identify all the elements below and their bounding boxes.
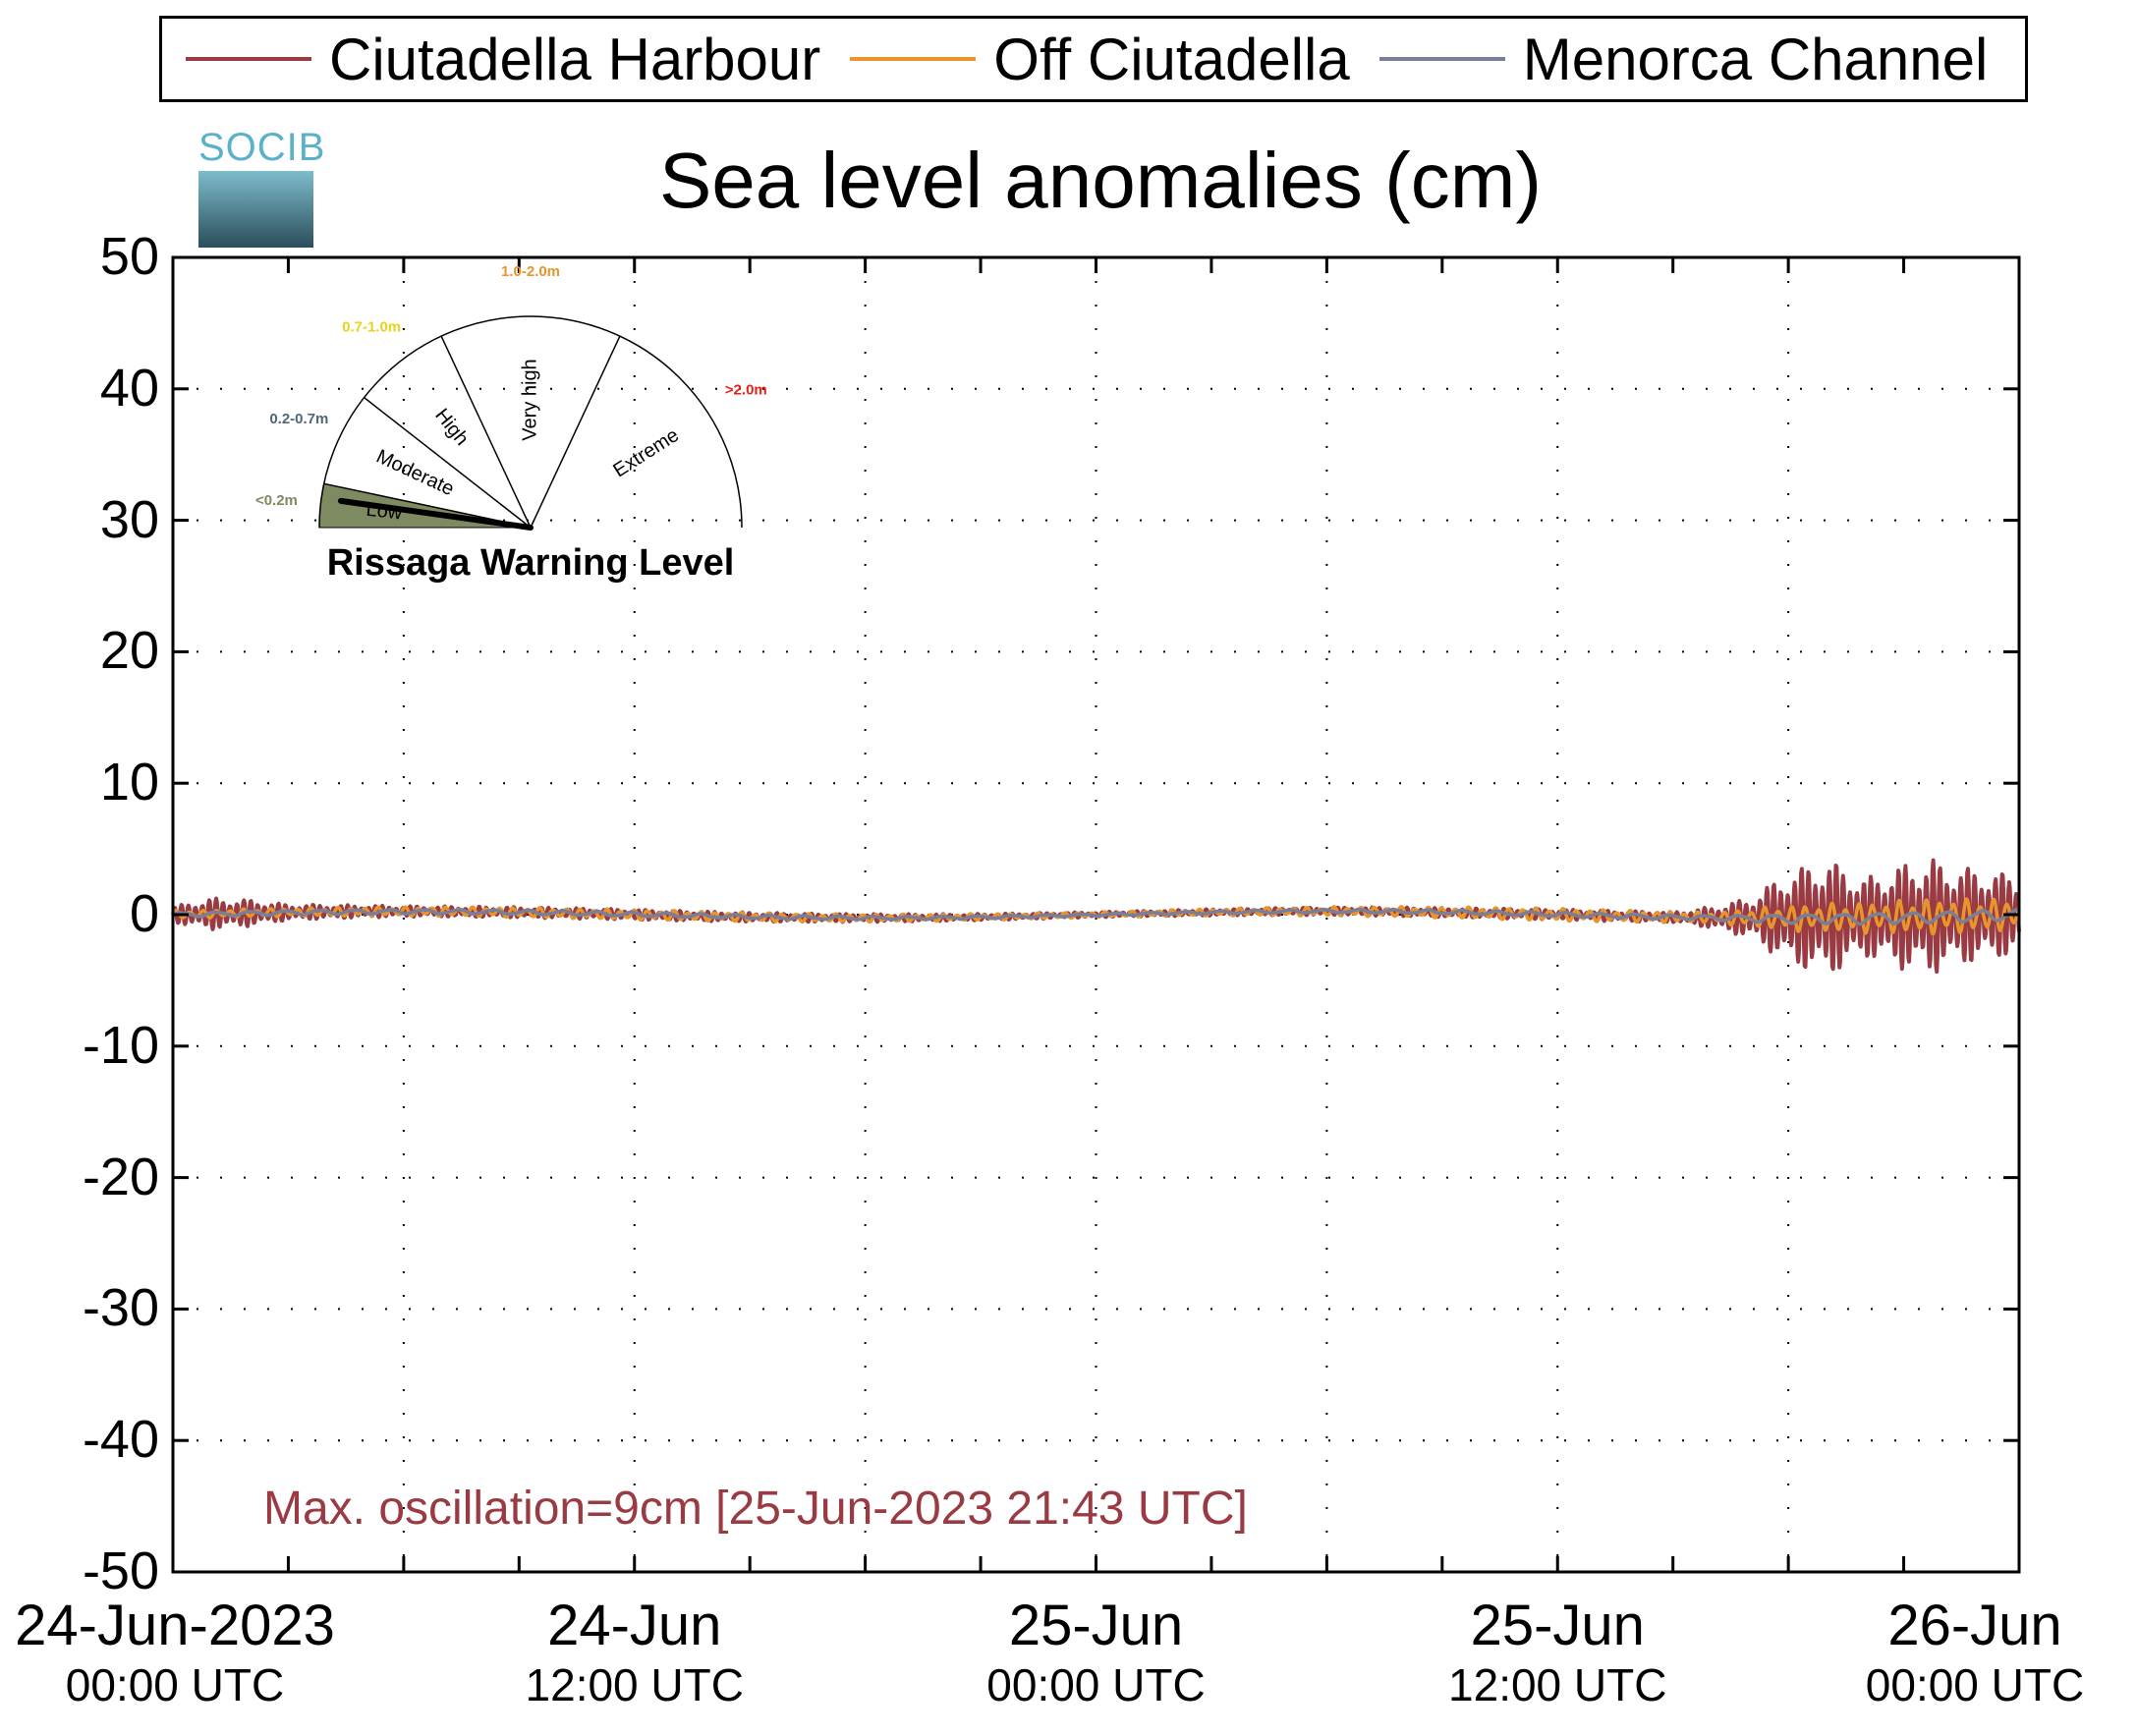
series-layer	[171, 858, 2021, 974]
x-tick-date: 24-Jun-2023	[15, 1594, 335, 1657]
y-tick-label: 10	[99, 753, 159, 812]
legend-entry-menorca-channel: Menorca Channel	[1378, 26, 1989, 93]
legend-swatch-ciutadella-harbour	[186, 57, 311, 61]
y-tick-label: -10	[82, 1015, 159, 1075]
x-tick-time: 12:00 UTC	[525, 1659, 744, 1710]
x-tick-time: 00:00 UTC	[65, 1659, 285, 1710]
x-tick-time: 00:00 UTC	[1865, 1659, 2085, 1710]
gauge-divider	[440, 335, 532, 529]
gauge-divider	[364, 397, 532, 529]
y-tick-label: -30	[82, 1278, 159, 1338]
tick-marks	[171, 255, 2021, 1574]
series-menorca-channel	[171, 907, 2021, 926]
legend-swatch-menorca-channel	[1378, 57, 1505, 61]
gauge-sector-label: Very high	[519, 359, 540, 440]
gauge-divider	[530, 335, 621, 529]
chart-title: Sea level anomalies (cm)	[658, 137, 1543, 224]
y-tick-label: 20	[99, 621, 159, 681]
gauge-sector-label: Extreme	[609, 424, 683, 482]
y-tick-label: 40	[99, 358, 159, 418]
gauge-title: Rissaga Warning Level	[327, 542, 735, 584]
x-tick-label: 24-Jun-2023 00:00 UTC	[0, 1596, 381, 1713]
legend-swatch-off-ciutadella	[850, 57, 977, 61]
logo-text: SOCIB	[198, 126, 326, 169]
socib-logo: SOCIB	[198, 126, 326, 248]
gauge-range-label: <0.2m	[255, 492, 298, 509]
x-tick-label: 25-Jun 00:00 UTC	[890, 1596, 1303, 1713]
legend-label-off-ciutadella: Off Ciutadella	[993, 26, 1350, 92]
gauge-sector-label: High	[430, 405, 473, 450]
gauge-range-label: 1.0-2.0m	[501, 263, 560, 280]
legend: Ciutadella Harbour Off Ciutadella Menorc…	[159, 16, 2028, 102]
x-tick-time: 00:00 UTC	[986, 1659, 1206, 1710]
gauge-range-label: 0.2-0.7m	[269, 411, 328, 427]
legend-label-ciutadella-harbour: Ciutadella Harbour	[329, 26, 821, 92]
x-tick-label: 26-Jun 00:00 UTC	[1769, 1596, 2137, 1713]
gauge-range-label: 0.7-1.0m	[342, 318, 401, 335]
x-tick-label: 24-Jun 12:00 UTC	[428, 1596, 841, 1713]
y-tick-label: 0	[129, 884, 159, 943]
x-tick-time: 12:00 UTC	[1448, 1659, 1667, 1710]
y-tick-label: 50	[99, 227, 159, 286]
gauge-range-label: >2.0m	[725, 381, 767, 398]
x-tick-date: 25-Jun	[1008, 1594, 1184, 1657]
y-tick-label: -40	[82, 1410, 159, 1470]
y-tick-label: -50	[82, 1541, 159, 1600]
y-tick-label: -20	[82, 1147, 159, 1206]
legend-entry-ciutadella-harbour: Ciutadella Harbour	[186, 26, 820, 93]
logo-wave-icon	[198, 167, 313, 248]
max-oscillation-annotation: Max. oscillation=9cm [25-Jun-2023 21:43 …	[263, 1483, 1248, 1535]
y-tick-label: 30	[99, 489, 159, 549]
gauge-needle	[337, 497, 534, 531]
gauge-sector-label: Moderate	[373, 446, 458, 501]
legend-label-menorca-channel: Menorca Channel	[1522, 26, 1989, 92]
x-tick-date: 25-Jun	[1470, 1594, 1645, 1657]
x-tick-label: 25-Jun 12:00 UTC	[1351, 1596, 1764, 1713]
x-tick-date: 24-Jun	[547, 1594, 722, 1657]
legend-entry-off-ciutadella: Off Ciutadella	[850, 26, 1350, 93]
x-tick-date: 26-Jun	[1887, 1594, 2062, 1657]
gauge-outline	[318, 315, 743, 529]
